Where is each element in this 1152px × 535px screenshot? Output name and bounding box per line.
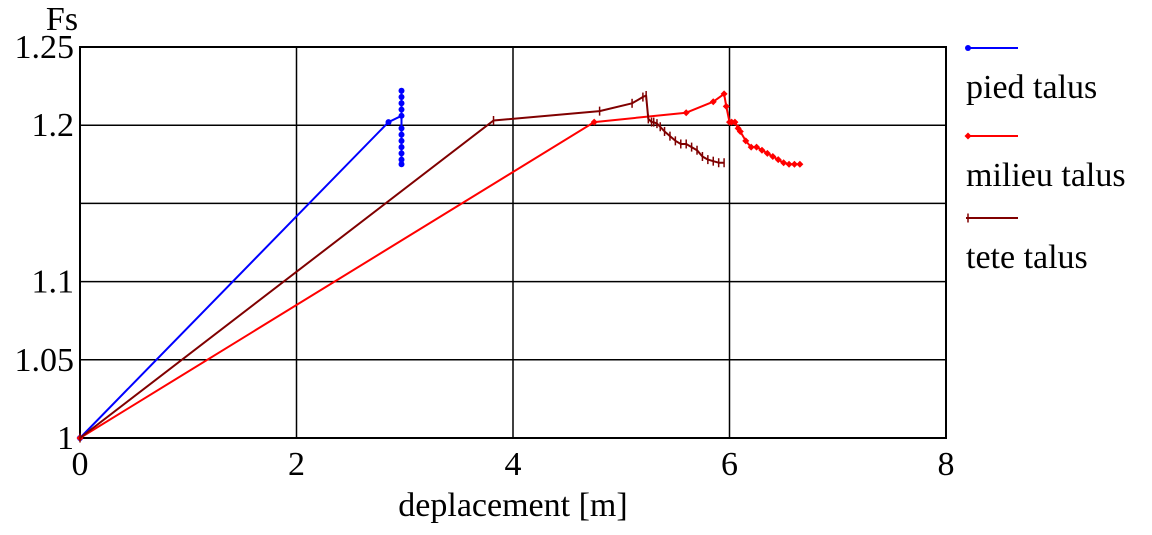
data-point — [774, 156, 782, 164]
data-point — [720, 90, 728, 98]
series-milieu-talus — [76, 90, 804, 442]
x-tick-label: 0 — [72, 446, 89, 483]
y-tick-label: 1.05 — [15, 342, 75, 379]
x-tick-label: 2 — [288, 446, 305, 483]
y-tick-label: 1.2 — [32, 107, 75, 144]
data-point — [398, 112, 405, 119]
y-tick-label: 1.1 — [32, 264, 75, 301]
y-tick-label: 1.25 — [15, 29, 75, 66]
legend-label-tete-talus: tete talus — [966, 239, 1088, 276]
data-point — [398, 144, 405, 151]
legend-item-milieu-talus: milieu talus — [964, 132, 1126, 194]
data-point — [398, 156, 405, 163]
data-point — [736, 127, 744, 135]
x-tick-label: 6 — [721, 446, 738, 483]
data-point — [398, 87, 405, 94]
data-point — [780, 159, 788, 167]
data-point — [398, 100, 405, 107]
data-point — [398, 150, 405, 157]
data-point — [769, 152, 777, 160]
data-point — [796, 160, 804, 168]
y-tick-label: 1 — [57, 420, 74, 457]
data-point — [682, 109, 690, 117]
data-point — [709, 98, 717, 106]
legend: pied talus milieu talus tete talus — [964, 45, 1126, 276]
data-point — [722, 102, 730, 110]
data-point — [763, 149, 771, 157]
tick-labels: 0 2 4 6 8 1 1.05 1.1 1.2 1.25 — [15, 29, 955, 483]
data-point — [785, 160, 793, 168]
legend-marker — [965, 45, 971, 51]
series-line-pied-talus — [79, 89, 403, 439]
legend-marker — [964, 132, 972, 140]
data-point — [590, 118, 598, 126]
x-tick-label: 4 — [505, 446, 522, 483]
legend-label-pied-talus: pied talus — [966, 69, 1097, 106]
data-point — [385, 119, 392, 126]
data-point — [398, 106, 405, 113]
grid-lines — [79, 46, 947, 439]
data-point — [758, 146, 766, 154]
data-point — [747, 143, 755, 151]
y-axis-title: Fs — [46, 1, 78, 38]
data-point — [731, 118, 739, 126]
series-pied-talus — [77, 87, 405, 441]
data-point — [753, 143, 761, 151]
legend-item-tete-talus: tete talus — [966, 213, 1088, 276]
legend-item-pied-talus: pied talus — [965, 45, 1097, 106]
data-point — [398, 131, 405, 138]
legend-label-milieu-talus: milieu talus — [966, 157, 1126, 194]
data-point — [398, 94, 405, 101]
series-tete-talus — [79, 90, 725, 443]
data-point — [398, 161, 405, 168]
x-axis-title: deplacement [m] — [398, 487, 627, 524]
data-point — [742, 137, 750, 145]
x-tick-label: 8 — [938, 446, 955, 483]
plot-area-frame — [79, 46, 947, 439]
series-layer — [76, 87, 804, 443]
data-point — [398, 125, 405, 132]
data-point — [790, 160, 798, 168]
data-point — [398, 137, 405, 144]
series-line-milieu-talus — [79, 92, 800, 439]
